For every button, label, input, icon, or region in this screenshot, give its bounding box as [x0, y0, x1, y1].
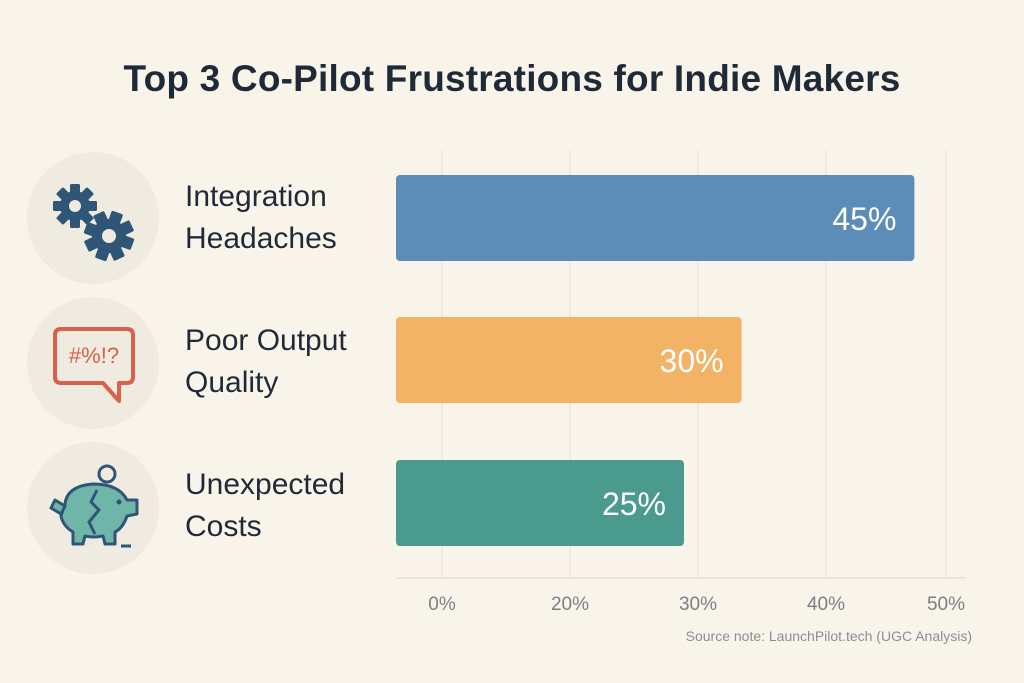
value-label-costs: 25%: [602, 486, 666, 522]
gears-icon: [27, 152, 159, 284]
bar-integration: [396, 175, 915, 261]
x-tick-label-2: 30%: [679, 594, 717, 615]
x-tick-label-0: 0%: [428, 594, 456, 615]
source-note: Source note: LaunchPilot.tech (UGC Analy…: [685, 628, 972, 644]
value-label-integration: 45%: [832, 201, 896, 237]
x-tick-label-1: 20%: [551, 594, 589, 615]
bar-costs: [396, 460, 684, 546]
speech-bubble-icon: #%!?: [27, 297, 159, 429]
bar-quality: [396, 317, 742, 403]
category-label-costs: Unexpected Costs: [185, 468, 346, 543]
category-label-integration: Integration Headaches: [185, 180, 337, 255]
x-tick-label-4: 50%: [927, 594, 965, 615]
x-tick-label-3: 40%: [807, 594, 845, 615]
broken-piggy-bank-icon: [27, 442, 159, 574]
chart-title: Top 3 Co-Pilot Frustrations for Indie Ma…: [123, 58, 901, 99]
bubble-text: #%!?: [69, 343, 119, 368]
category-label-quality: Poor Output Quality: [185, 324, 347, 399]
value-label-quality: 30%: [660, 343, 724, 379]
